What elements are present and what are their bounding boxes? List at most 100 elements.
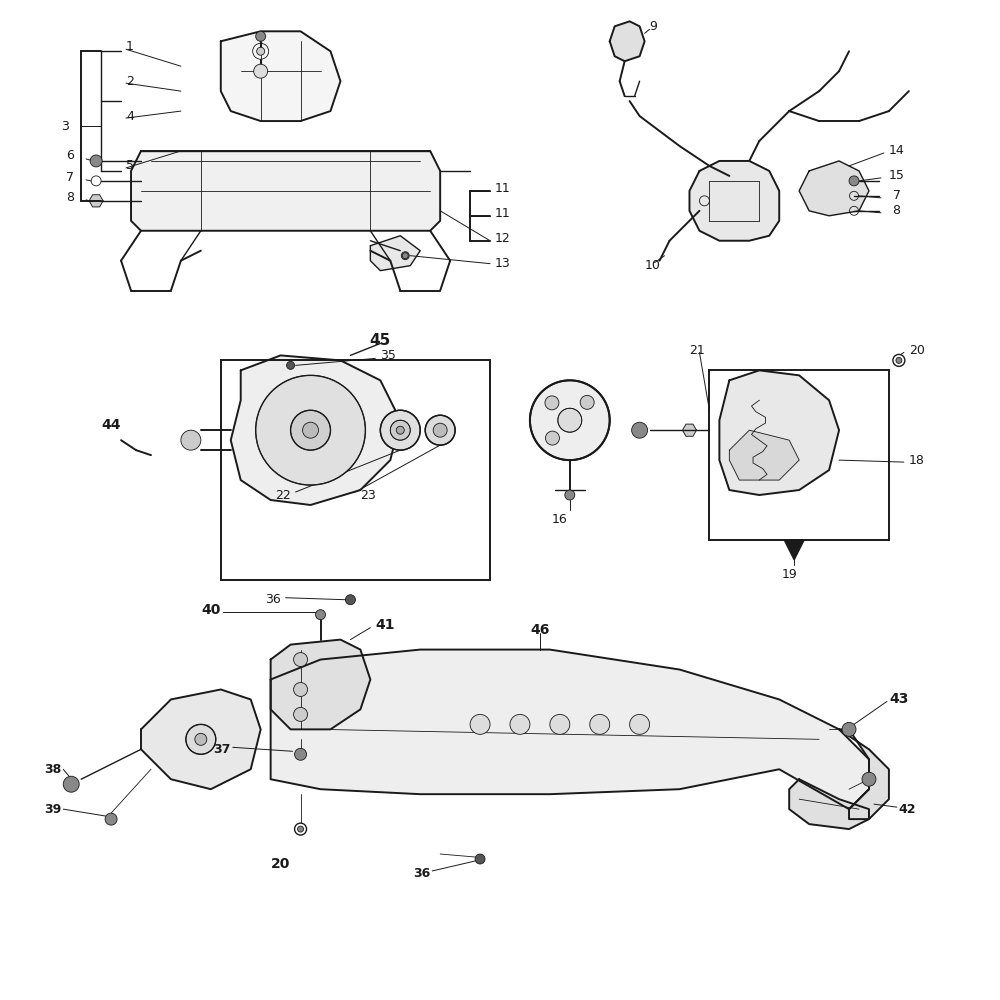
Text: 46: 46 xyxy=(530,623,550,637)
Text: 21: 21 xyxy=(689,344,705,357)
Circle shape xyxy=(303,422,319,438)
Circle shape xyxy=(195,733,207,745)
Polygon shape xyxy=(141,689,261,789)
Circle shape xyxy=(425,415,455,445)
Circle shape xyxy=(530,380,610,460)
Circle shape xyxy=(295,748,307,760)
Text: 19: 19 xyxy=(781,568,797,581)
Text: 11: 11 xyxy=(495,207,511,220)
Text: 13: 13 xyxy=(495,257,511,270)
Polygon shape xyxy=(231,355,400,505)
Polygon shape xyxy=(784,540,804,560)
Text: 5: 5 xyxy=(126,159,134,172)
Polygon shape xyxy=(719,370,839,495)
Text: 36: 36 xyxy=(413,867,430,880)
Text: 39: 39 xyxy=(44,803,61,816)
Text: 6: 6 xyxy=(66,149,74,162)
Polygon shape xyxy=(131,151,440,231)
Circle shape xyxy=(632,422,648,438)
Polygon shape xyxy=(271,640,370,729)
Text: 11: 11 xyxy=(495,182,511,195)
Circle shape xyxy=(475,854,485,864)
Text: 20: 20 xyxy=(909,344,925,357)
Text: 22: 22 xyxy=(275,489,291,502)
Circle shape xyxy=(90,155,102,167)
Text: 9: 9 xyxy=(650,20,657,33)
Circle shape xyxy=(849,176,859,186)
Circle shape xyxy=(257,47,265,55)
Circle shape xyxy=(63,776,79,792)
Text: 37: 37 xyxy=(213,743,231,756)
Text: 23: 23 xyxy=(360,489,376,502)
Polygon shape xyxy=(370,236,420,271)
Bar xyxy=(221,360,490,580)
Text: 8: 8 xyxy=(889,204,901,217)
Circle shape xyxy=(896,357,902,363)
Polygon shape xyxy=(610,21,645,61)
Circle shape xyxy=(291,410,330,450)
Circle shape xyxy=(590,714,610,734)
Circle shape xyxy=(181,430,201,450)
Circle shape xyxy=(294,682,308,696)
Circle shape xyxy=(545,431,559,445)
Circle shape xyxy=(550,714,570,734)
Polygon shape xyxy=(689,161,779,241)
Circle shape xyxy=(558,408,582,432)
Text: 12: 12 xyxy=(495,232,511,245)
Text: 1: 1 xyxy=(126,40,134,53)
Text: 45: 45 xyxy=(370,333,391,348)
Circle shape xyxy=(862,772,876,786)
Text: 40: 40 xyxy=(201,603,221,617)
Circle shape xyxy=(105,813,117,825)
Text: 42: 42 xyxy=(899,803,916,816)
Polygon shape xyxy=(729,430,799,480)
Circle shape xyxy=(254,64,268,78)
Text: 36: 36 xyxy=(265,593,281,606)
Text: 20: 20 xyxy=(271,857,290,871)
Polygon shape xyxy=(799,161,869,216)
Circle shape xyxy=(298,826,304,832)
Circle shape xyxy=(316,610,325,620)
Text: 8: 8 xyxy=(66,191,74,204)
Text: 44: 44 xyxy=(101,418,121,432)
Circle shape xyxy=(294,707,308,721)
Circle shape xyxy=(470,714,490,734)
Circle shape xyxy=(287,361,295,369)
Polygon shape xyxy=(89,195,103,207)
Text: 15: 15 xyxy=(889,169,905,182)
Circle shape xyxy=(256,31,266,41)
Polygon shape xyxy=(221,31,340,121)
Circle shape xyxy=(401,252,409,260)
Circle shape xyxy=(396,426,404,434)
Text: 18: 18 xyxy=(909,454,925,467)
Text: 2: 2 xyxy=(126,75,134,88)
Text: 7: 7 xyxy=(66,171,74,184)
Polygon shape xyxy=(789,779,869,829)
Text: 14: 14 xyxy=(889,144,905,157)
Text: 4: 4 xyxy=(126,110,134,123)
Text: 43: 43 xyxy=(889,692,908,706)
Polygon shape xyxy=(839,729,889,819)
Circle shape xyxy=(565,490,575,500)
Circle shape xyxy=(842,722,856,736)
Circle shape xyxy=(545,396,559,410)
Circle shape xyxy=(256,375,365,485)
Polygon shape xyxy=(682,424,696,436)
Circle shape xyxy=(380,410,420,450)
Text: 35: 35 xyxy=(380,349,396,362)
Text: 10: 10 xyxy=(645,259,660,272)
Bar xyxy=(709,370,889,540)
Text: 38: 38 xyxy=(44,763,61,776)
Text: 16: 16 xyxy=(552,513,568,526)
Circle shape xyxy=(433,423,447,437)
Circle shape xyxy=(510,714,530,734)
Text: 3: 3 xyxy=(61,120,69,133)
Polygon shape xyxy=(271,650,869,809)
Circle shape xyxy=(345,595,355,605)
Circle shape xyxy=(294,653,308,667)
Text: 7: 7 xyxy=(889,189,901,202)
Text: 41: 41 xyxy=(375,618,395,632)
Circle shape xyxy=(186,724,216,754)
Circle shape xyxy=(580,395,594,409)
Circle shape xyxy=(390,420,410,440)
